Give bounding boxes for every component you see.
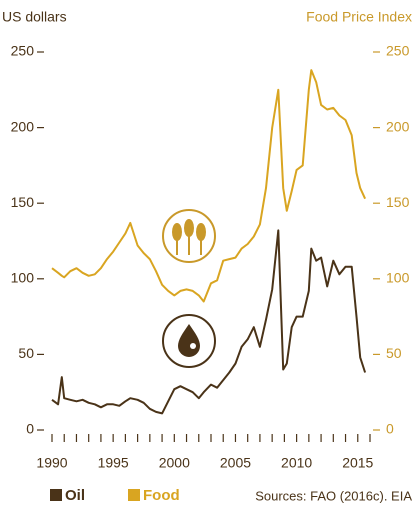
- series-line: [51, 229, 367, 415]
- legend-label: Oil: [65, 487, 85, 504]
- x-tick-label: 2005: [220, 455, 251, 471]
- y2-tick-label: 150: [386, 194, 410, 210]
- y2-tick-label: 50: [386, 345, 402, 361]
- y2-tick-label: 250: [386, 43, 410, 59]
- oil-icon: [162, 314, 216, 368]
- y-tick-label: 50: [18, 345, 34, 361]
- y-tick-label: 250: [11, 43, 35, 59]
- x-tick-label: 2000: [159, 455, 190, 471]
- x-tick-label: 2010: [281, 455, 312, 471]
- x-tick-label: 2015: [342, 455, 373, 471]
- legend-swatch: [50, 489, 62, 501]
- y2-tick-label: 100: [386, 270, 410, 286]
- series-line: [51, 69, 367, 303]
- y2-axis-label: Food Price Index: [306, 9, 412, 25]
- source: Sources: FAO (2016c). EIA: [255, 488, 412, 503]
- y-tick-label: 0: [26, 421, 34, 437]
- y2-tick-label: 200: [386, 118, 410, 134]
- x-tick-label: 1990: [36, 455, 67, 471]
- y-tick-label: 150: [11, 194, 35, 210]
- wheat-icon: [162, 209, 216, 263]
- legend-swatch: [128, 489, 140, 501]
- x-tick-label: 1995: [98, 455, 129, 471]
- y2-tick-label: 0: [386, 421, 394, 437]
- y-tick-label: 200: [11, 118, 35, 134]
- legend-label: Food: [143, 487, 180, 504]
- y-axis-label: US dollars: [2, 9, 67, 25]
- y-tick-label: 100: [11, 270, 35, 286]
